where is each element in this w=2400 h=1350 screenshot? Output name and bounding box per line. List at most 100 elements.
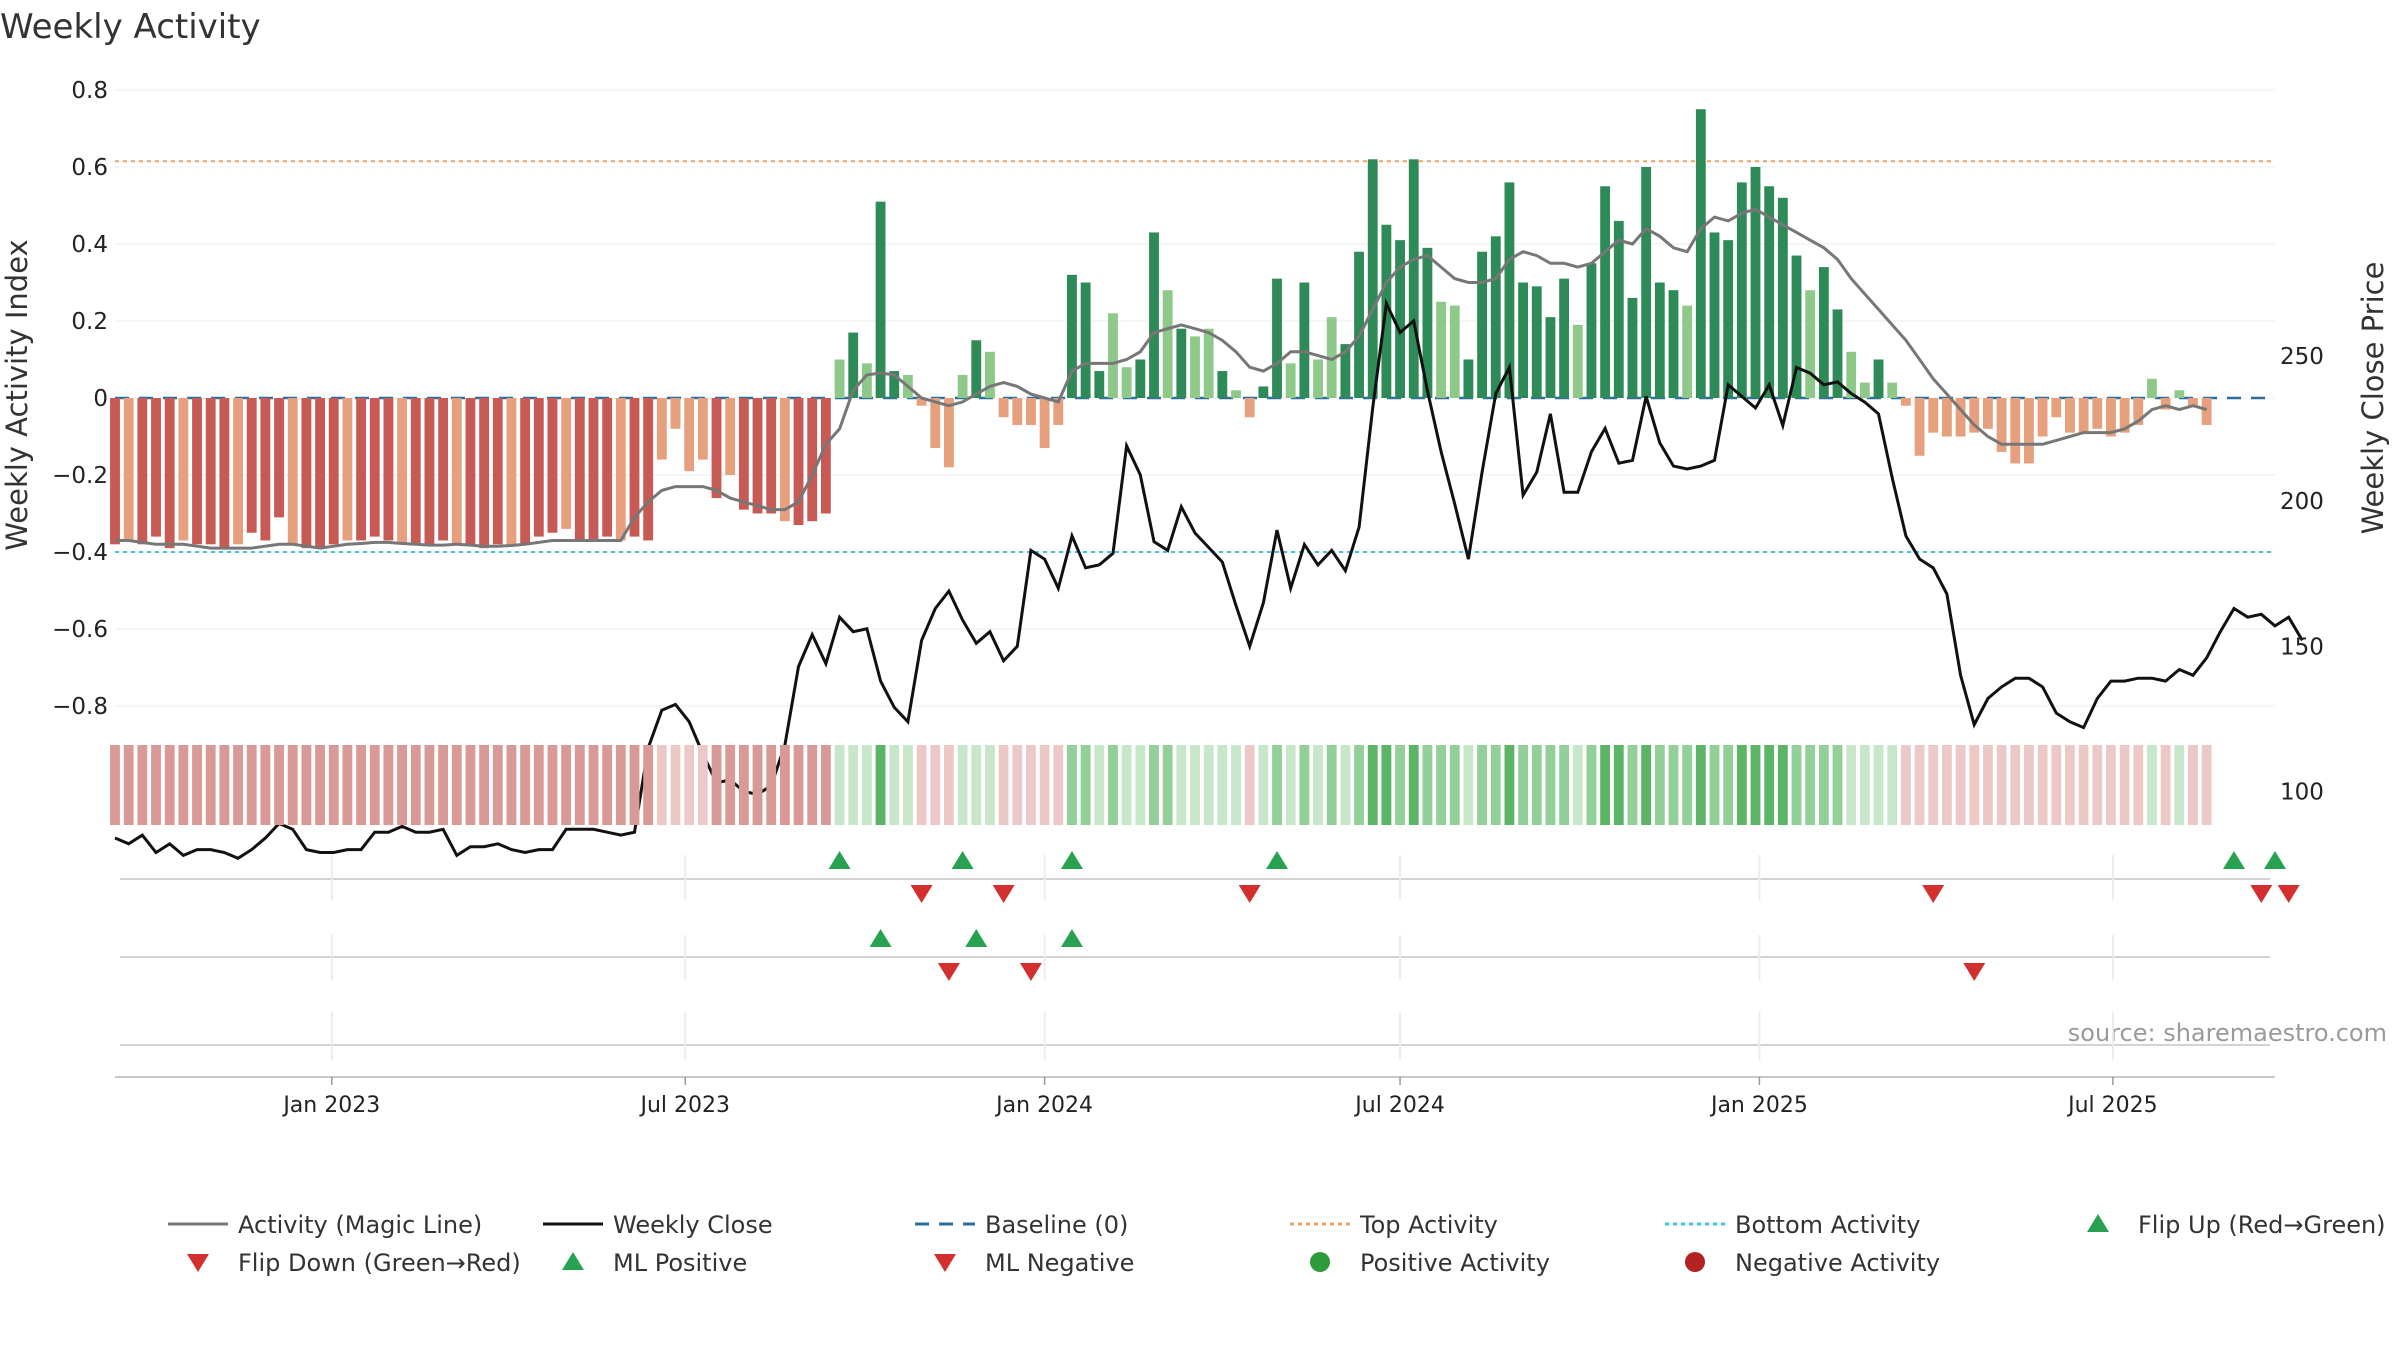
activity-bar	[123, 398, 134, 541]
chart-title: Weekly Activity	[0, 7, 261, 47]
strip-cell	[930, 745, 941, 825]
strip-cell	[1203, 745, 1214, 825]
strip-cell	[205, 745, 216, 825]
strip-cell	[492, 745, 503, 825]
ml-positive-marker	[965, 929, 988, 947]
activity-bar	[848, 332, 859, 398]
activity-bar	[2078, 398, 2089, 433]
strip-cell	[602, 745, 613, 825]
ml-negative-marker	[1963, 963, 1986, 981]
activity-bar	[1135, 359, 1146, 398]
activity-bar	[998, 398, 1009, 418]
x-tick-label: Jul 2024	[1353, 1093, 1445, 1118]
activity-bar	[520, 398, 531, 545]
x-tick-label: Jan 2023	[281, 1093, 380, 1118]
y-tick-left: 0.2	[71, 309, 108, 335]
x-tick-label: Jan 2024	[994, 1093, 1093, 1118]
flip-up-marker	[2264, 851, 2286, 869]
strip-cell	[1231, 745, 1241, 825]
strip-cell	[1080, 745, 1091, 825]
strip-cell	[1326, 745, 1337, 825]
strip-cell	[1545, 745, 1556, 825]
source-credit: source: sharemaestro.com	[2068, 1019, 2387, 1047]
strip-cell	[520, 745, 531, 825]
flip-up-marker	[1060, 851, 1083, 869]
strip-cell	[1777, 745, 1788, 825]
strip-cell	[807, 745, 818, 825]
strip-cell	[1941, 745, 1952, 825]
strip-cell	[944, 745, 954, 825]
y-tick-right: 200	[2280, 489, 2324, 515]
activity-bar	[834, 359, 845, 398]
activity-bar	[602, 398, 613, 537]
strip-cell	[1504, 745, 1515, 825]
strip-cell	[1914, 745, 1925, 825]
activity-bar	[1750, 167, 1761, 398]
activity-bar	[164, 398, 175, 549]
activity-bar	[1326, 317, 1337, 398]
activity-bar	[1900, 398, 1911, 406]
flip-down-marker	[2277, 885, 2300, 903]
strip-cell	[1900, 745, 1911, 825]
ml-negative-marker	[1019, 963, 1042, 981]
activity-bar	[205, 398, 216, 545]
strip-cell	[1012, 745, 1023, 825]
activity-bar	[479, 398, 490, 549]
strip-cell	[1723, 745, 1734, 825]
strip-cell	[1108, 745, 1118, 825]
activity-bar	[219, 398, 230, 549]
activity-bar	[2065, 398, 2075, 433]
activity-bar	[465, 398, 476, 545]
legend-item: ML Positive	[562, 1249, 747, 1277]
y-axis-right-label: Weekly Close Price	[2356, 262, 2390, 535]
activity-bar	[383, 398, 394, 541]
strip-cell	[301, 745, 312, 825]
activity-bar	[861, 363, 872, 398]
strip-cell	[2024, 745, 2034, 825]
strip-cell	[1039, 745, 1050, 825]
x-axis-ticks: Jan 2023 Jul 2023 Jan 2024 Jul 2024 Jan 2025…	[281, 1077, 2158, 1118]
activity-bar	[643, 398, 654, 541]
strip-cell	[1531, 745, 1542, 825]
activity-bar	[151, 398, 161, 537]
activity-bar	[2160, 398, 2171, 410]
legend-item: Baseline (0)	[915, 1211, 1128, 1239]
activity-bar	[2119, 398, 2130, 433]
strip-cell	[137, 745, 148, 825]
legend-item: Flip Up (Red→Green)	[2087, 1211, 2386, 1239]
y-tick-left: 0.4	[71, 232, 108, 258]
strip-cell	[424, 745, 435, 825]
activity-bar	[1764, 186, 1775, 398]
flip-down-marker	[1922, 885, 1945, 903]
legend-item: Weekly Close	[543, 1211, 773, 1239]
activity-bar	[438, 398, 449, 541]
strip-cell	[547, 745, 558, 825]
strip-cell	[643, 745, 654, 825]
activity-bar	[1873, 359, 1884, 398]
strip-cell	[711, 745, 722, 825]
strip-cell	[151, 745, 161, 825]
y-tick-right: 150	[2280, 634, 2324, 660]
strip-cell	[315, 745, 325, 825]
activity-bar	[766, 398, 777, 514]
activity-bar	[779, 398, 790, 522]
activity-bar	[1668, 290, 1679, 398]
activity-bar	[301, 398, 312, 549]
activity-bar	[1859, 382, 1870, 398]
activity-bar	[1641, 167, 1652, 398]
activity-bar	[1559, 278, 1570, 398]
activity-bar	[1654, 282, 1665, 398]
series-lines	[114, 207, 2304, 860]
activity-bar	[1914, 398, 1925, 456]
activity-bar	[1203, 328, 1214, 398]
activity-bar	[1627, 297, 1638, 398]
strip-cell	[1572, 745, 1583, 825]
activity-bar	[985, 351, 995, 398]
strip-cell	[615, 745, 626, 825]
activity-bar	[2188, 398, 2198, 406]
activity-bar	[684, 398, 695, 472]
strip-cell	[1436, 745, 1446, 825]
strip-cell	[479, 745, 490, 825]
activity-bar	[656, 398, 667, 460]
